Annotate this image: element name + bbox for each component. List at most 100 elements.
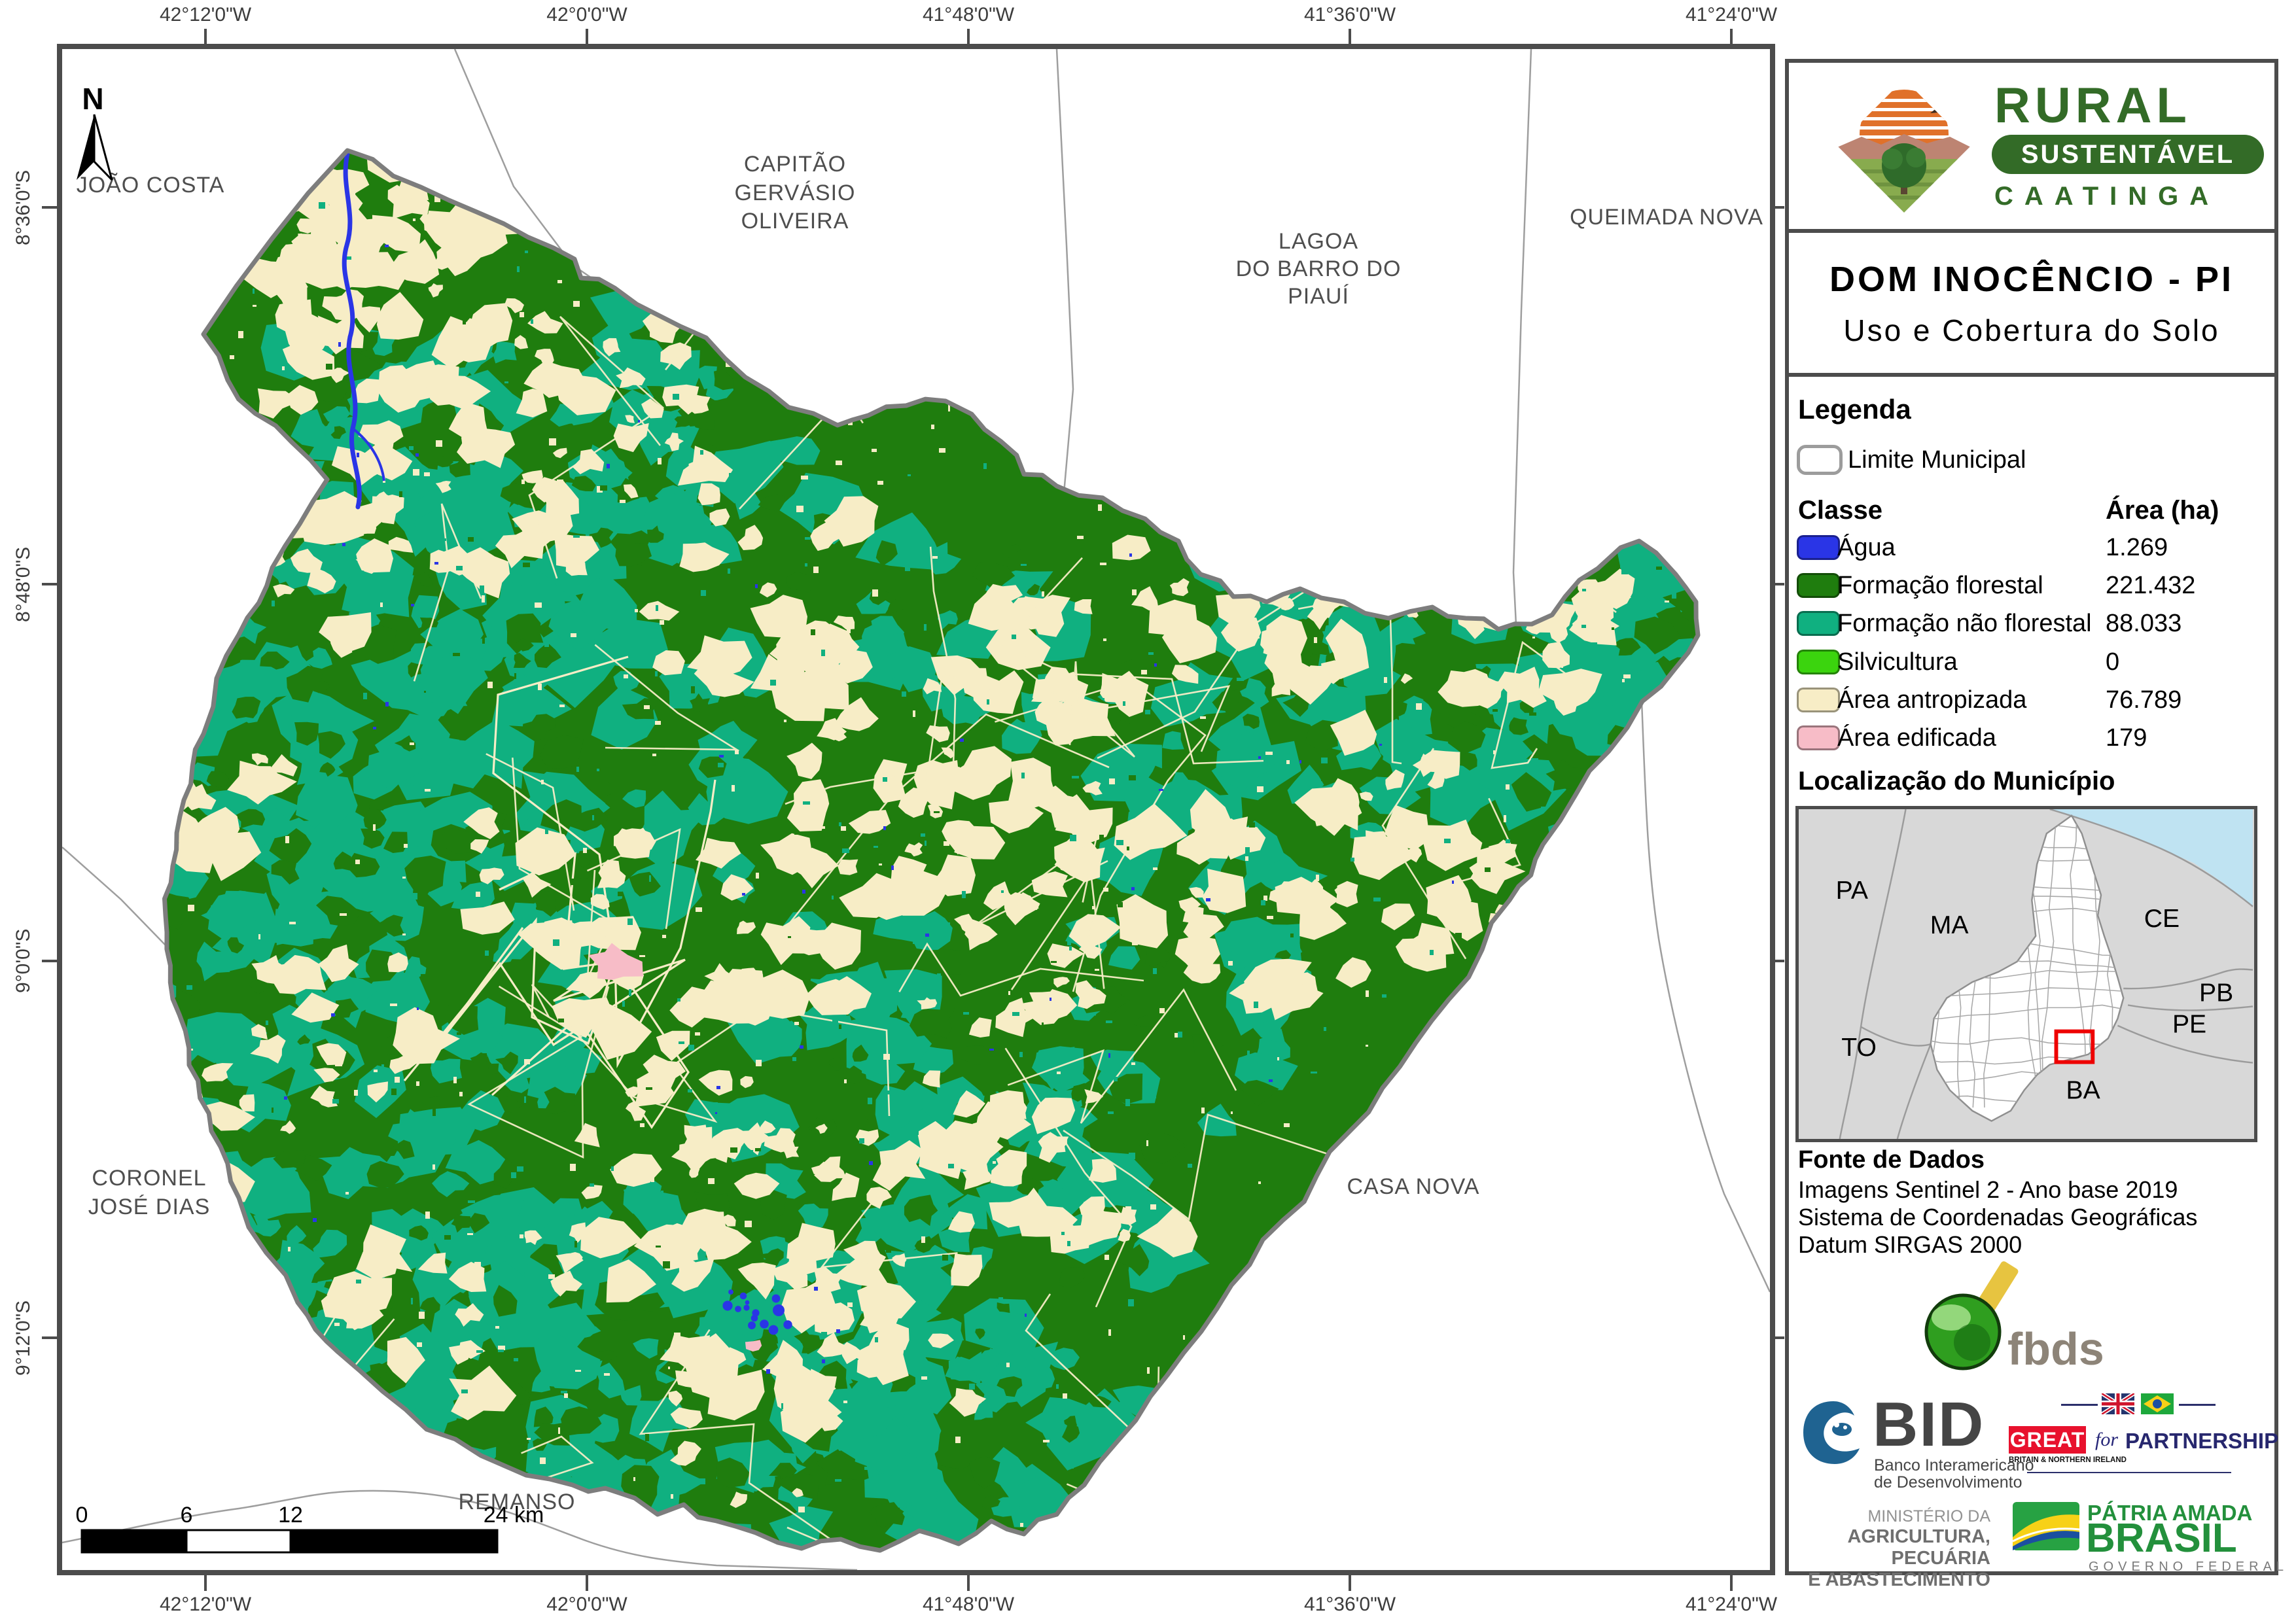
governo-federal: GOVERNO FEDERAL [2089,1560,2289,1574]
label-casa-nova: CASA NOVA [1347,1174,1480,1199]
fonte-line-3: Datum SIRGAS 2000 [1798,1231,2022,1258]
label-queimada: QUEIMADA NOVA [1570,205,1763,230]
fbds-logo: fbds [1924,1261,2104,1374]
tick-right [1775,960,1784,962]
great-tagline: BRITAIN & NORTHERN IRELAND [2009,1456,2127,1464]
north-label: N [82,82,103,116]
label-lagoa-2: DO BARRO DO [1236,256,1402,281]
great-for: for [2095,1429,2119,1450]
fonte-line-2: Sistema de Coordenadas Geográficas [1798,1204,2198,1230]
legend-row-edificada: Área edificada 179 [1797,724,2278,752]
legend-label: Área antropizada [1837,686,2027,714]
axis-label-top-2: 42°0'0"W [546,4,627,26]
tick-bottom [204,1575,207,1591]
state-label-ma: MA [1930,911,1969,939]
state-label-ba: BA [2066,1076,2101,1104]
locator-map: PA MA CE PB PE TO BA [1800,808,2253,1140]
bid-logo-icon [1803,1401,1860,1464]
label-coronel-2: JOSÉ DIAS [88,1195,211,1219]
state-label-to: TO [1841,1034,1877,1062]
state-label-pa: PA [1836,877,1869,905]
legend-swatch-nao-florestal [1797,611,1840,636]
rural-sustentavel-caatinga-logo-icon [1837,79,1971,213]
tick-bottom [967,1575,970,1591]
north-arrow-left [77,114,94,180]
great-wordmark: GREAT [2009,1428,2085,1452]
state-label-pe: PE [2172,1011,2206,1039]
scale-24: 24 km [484,1503,544,1527]
brazil-flag-icon [2141,1393,2174,1414]
axis-label-bottom-2: 42°0'0"W [546,1594,627,1615]
tick-top [204,29,207,44]
legend-row-nao-florestal: Formação não florestal 88.033 [1797,610,2278,637]
tick-bottom [586,1575,588,1591]
tick-top [1730,29,1733,44]
locator-map-box: PA MA CE PB PE TO BA [1795,806,2257,1142]
bid-sub-1: Banco Interamericano [1874,1456,2034,1475]
tick-left [42,960,58,962]
legend-limite-row: Limite Municipal [1797,445,2278,475]
legend-row-antropizada: Área antropizada 76.789 [1797,686,2278,714]
brasil-wordmark: BRASIL [2086,1516,2237,1561]
legend-row-silvicultura: Silvicultura 0 [1797,648,2278,676]
legend-swatch-antropizada [1797,688,1840,712]
tick-left [42,583,58,585]
logo-subtitle: SUSTENTÁVEL [2021,140,2235,169]
ministerio-line-1: MINISTÉRIO DA [1867,1507,1990,1526]
flag-divider-right [2179,1404,2216,1406]
ministerio-line-2: AGRICULTURA, PECUÁRIA [1847,1526,1990,1569]
scale-segment-black2 [291,1530,497,1552]
municipality-landcover [162,148,1701,1553]
axis-label-left-2: 8°48'0"S [12,546,34,622]
legend-value: 1.269 [2106,534,2168,561]
axis-label-bottom-4: 41°36'0"W [1303,1594,1396,1615]
scale-0: 0 [76,1503,88,1527]
tick-left [42,206,58,209]
label-lagoa-3: PIAUÍ [1288,284,1349,309]
localizacao-heading: Localização do Município [1798,767,2115,795]
fonte-heading: Fonte de Dados [1798,1146,1985,1174]
north-arrow-right [93,114,113,181]
legend-row-florestal: Formação florestal 221.432 [1797,572,2278,599]
scale-bar: 0 6 12 24 km [76,1503,544,1554]
state-labels: PA MA CE PB PE TO BA [1836,877,2234,1104]
map-canvas-frame: JOÃO COSTA CAPITÃO GERVÁSIO OLIVEIRA LAG… [57,44,1775,1575]
logo-subtitle-pill: SUSTENTÁVEL [1992,135,2264,174]
scale-segment-white [185,1529,292,1554]
map-title: DOM INOCÊNCIO - PI [1829,260,2234,299]
legend-value: 179 [2106,724,2147,752]
neighbor-boundaries [62,48,1771,1571]
uk-flag-icon [2102,1393,2134,1414]
tick-top [967,29,970,44]
legend-value: 221.432 [2106,572,2196,599]
legend-col-class: Classe [1798,496,1882,525]
tick-top [1349,29,1351,44]
legend-label: Formação não florestal [1837,610,2092,637]
axis-label-left-1: 8°36'0"S [12,169,34,245]
boundary-line [1640,700,1771,1293]
limite-label: Limite Municipal [1848,446,2026,474]
coastline [2049,808,2253,907]
logo-title: RURAL [1994,78,2191,133]
legend-value: 0 [2106,648,2120,676]
tick-right [1775,1336,1784,1339]
municipality-highlight [2054,1029,2095,1064]
label-capitao-3: OLIVEIRA [741,209,849,234]
state-borders [1839,809,2253,1140]
legend-label: Silvicultura [1837,648,1958,676]
axis-label-top-1: 42°12'0"W [159,4,252,26]
brasil-gov-logo-icon [2013,1502,2079,1550]
axis-label-bottom-3: 41°48'0"W [922,1594,1015,1615]
legend-swatch-florestal [1797,573,1840,598]
label-capitao-2: GERVÁSIO [735,181,856,205]
axis-label-top-5: 41°24'0"W [1685,4,1778,26]
sidebar-title-box [1785,229,2278,377]
legend-swatch-silvicultura [1797,650,1840,674]
ocean [2049,809,2253,907]
axis-label-bottom-1: 42°12'0"W [159,1594,252,1615]
patria-amada: PÁTRIA AMADA [2087,1501,2253,1525]
main-map: JOÃO COSTA CAPITÃO GERVÁSIO OLIVEIRA LAG… [62,48,1771,1571]
legend-swatch-edificada [1797,725,1840,750]
scale-segment-black1 [82,1530,186,1552]
